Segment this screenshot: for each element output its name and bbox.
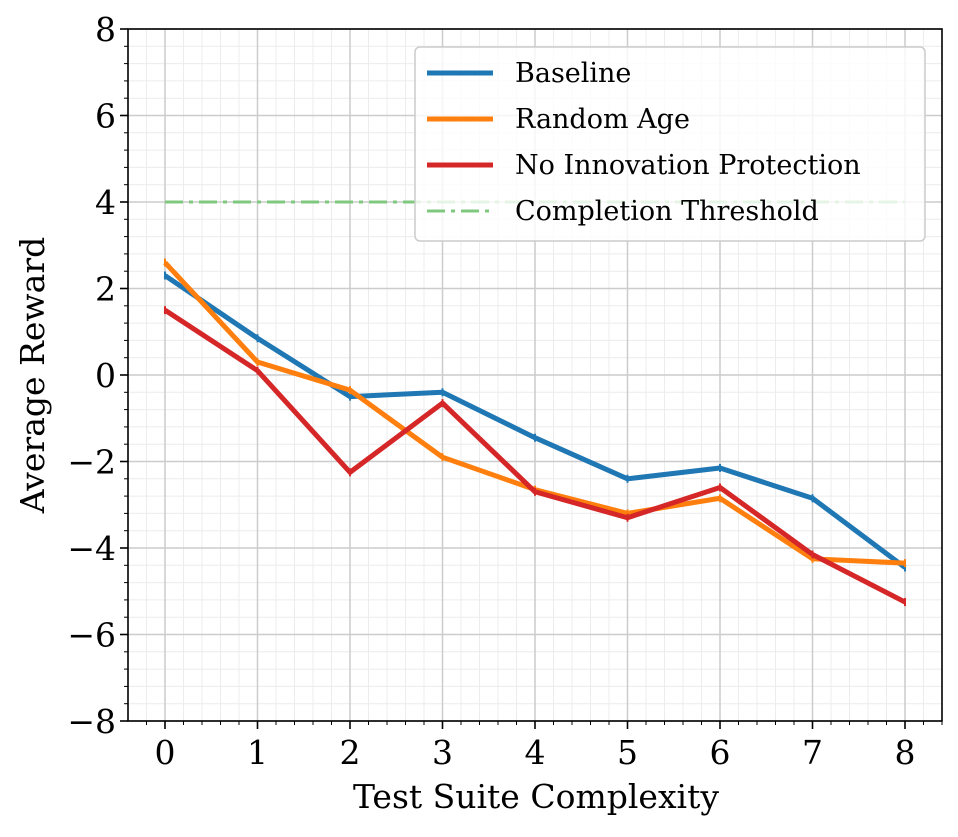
legend-label: Random Age [515,104,690,135]
y-tick-label: 2 [95,270,116,309]
x-axis-title: Test Suite Complexity [353,777,719,816]
y-tick-label: −6 [67,616,116,655]
y-tick-label: 8 [95,10,116,49]
ticks: 0 1 2 3 4 5 6 7 8 −8 −6 −4 −2 0 2 4 6 8 [67,10,943,772]
y-tick-label: 0 [95,356,116,395]
y-tick-label: −2 [67,443,116,482]
x-tick-label: 2 [340,733,361,772]
y-tick-label: 6 [95,97,116,136]
x-tick-label: 3 [432,733,453,772]
x-tick-label: 8 [895,733,916,772]
series-lines [163,200,907,607]
legend-label: Completion Threshold [515,196,819,227]
y-tick-label: −8 [67,702,116,741]
x-tick-label: 5 [617,733,638,772]
x-tick-label: 6 [710,733,731,772]
legend-label: Baseline [515,58,631,89]
x-tick-label: 7 [802,733,823,772]
x-tick-label: 4 [525,733,546,772]
legend-box [414,46,926,242]
y-tick-label: −4 [67,529,116,568]
legend-label: No Innovation Protection [515,150,861,181]
x-tick-label: 1 [247,733,268,772]
legend: Baseline Random Age No Innovation Protecti… [414,46,926,242]
y-axis-title: Average Reward [13,237,52,514]
x-tick-label: 0 [155,733,176,772]
y-tick-label: 4 [95,183,116,222]
